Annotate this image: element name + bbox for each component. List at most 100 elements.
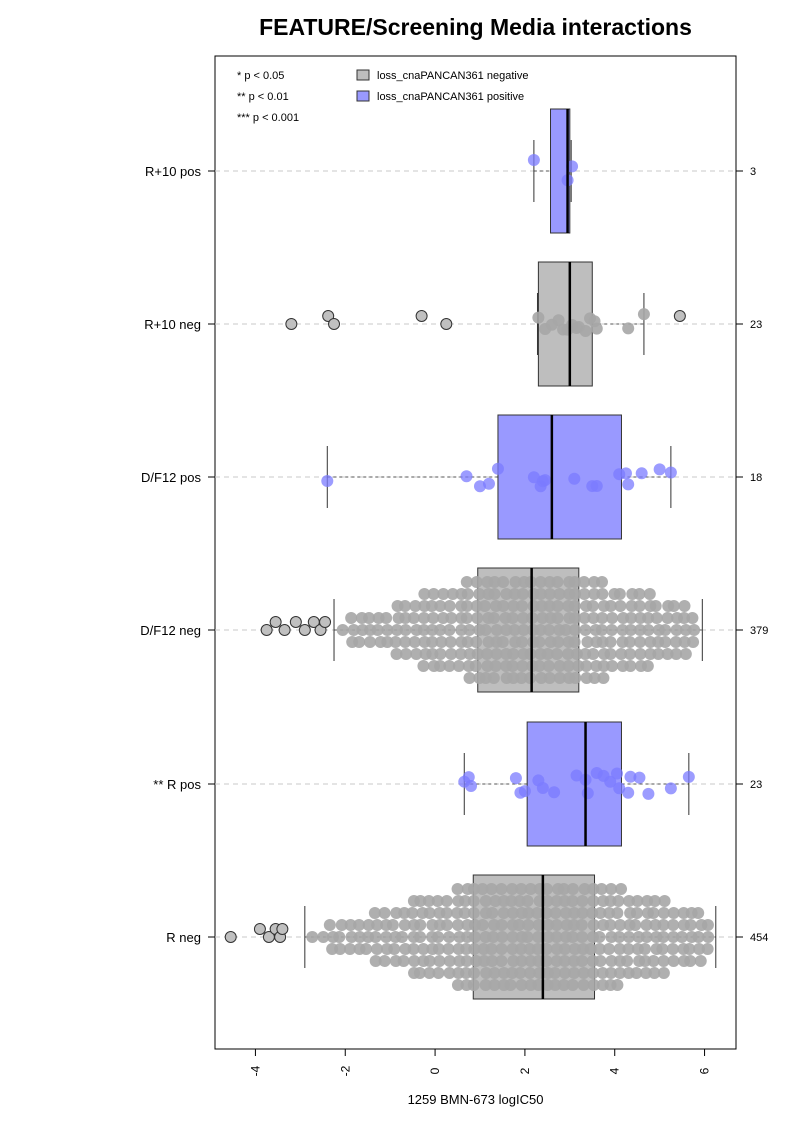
data-point [417,612,430,624]
data-point [368,907,381,919]
data-point [557,979,570,991]
data-point [473,588,486,600]
iqr-box [497,414,622,540]
data-point [461,636,474,648]
data-point [524,672,537,684]
x-tick-label: 4 [608,1067,622,1074]
data-point [650,612,663,624]
data-point [624,770,637,783]
data-point [336,624,349,636]
data-point [423,907,436,919]
data-point [490,648,503,660]
data-point [399,624,412,636]
data-point [667,955,680,967]
data-point [566,931,579,943]
data-point [553,672,566,684]
data-point [437,588,450,600]
data-point [487,612,500,624]
data-point [507,648,520,660]
data-point [605,955,618,967]
data-point [543,624,556,636]
data-point [596,967,609,979]
data-point [614,600,627,612]
data-point [517,624,530,636]
data-point [500,624,513,636]
data-point [506,943,519,955]
data-point [533,660,546,672]
data-point [506,660,519,672]
data-point [657,907,670,919]
data-point [570,769,583,782]
data-point [666,943,679,955]
group-count: 3 [750,166,756,178]
data-point [521,931,534,943]
data-point [548,786,561,799]
data-point [647,955,660,967]
data-point [451,979,464,991]
data-point [541,648,554,660]
data-point [629,919,642,931]
data-point [586,600,599,612]
data-point [687,636,700,648]
data-point [353,919,366,931]
data-point [684,955,697,967]
data-point [378,955,391,967]
data-point [664,782,677,795]
data-point [442,943,455,955]
data-point [649,600,662,612]
data-point [390,624,403,636]
data-point [624,648,637,660]
data-point [595,576,608,588]
data-point [527,154,540,167]
group-count: 379 [750,625,768,637]
data-point [536,782,549,795]
data-point [363,636,376,648]
data-point [683,943,696,955]
data-point [581,787,594,800]
data-point [652,648,665,660]
data-point [317,931,330,943]
legend-series-label: loss_cnaPANCAN361 positive [377,91,524,103]
data-point [488,979,501,991]
data-point [522,907,535,919]
data-point [543,672,556,684]
data-point [621,955,634,967]
x-tick-label: 0 [428,1067,442,1074]
legend-significance-label: ** p < 0.01 [237,91,289,103]
data-point [440,895,453,907]
data-point [414,919,427,931]
data-point [667,919,680,931]
data-point [558,943,571,955]
data-point [497,576,510,588]
data-point [407,612,420,624]
data-point [418,588,431,600]
data-point [657,919,670,931]
data-point [686,612,699,624]
data-point [496,636,509,648]
outlier-point [322,310,335,322]
group-count: 23 [750,319,762,331]
data-point [451,883,464,895]
data-point [531,943,544,955]
data-point [542,660,555,672]
data-point [630,907,643,919]
data-point [513,919,526,931]
data-point [692,931,705,943]
data-point [463,672,476,684]
data-point [551,600,564,612]
data-point [444,636,457,648]
data-point [559,907,572,919]
data-point [426,636,439,648]
data-point [587,895,600,907]
data-point [432,943,445,955]
data-point [413,967,426,979]
data-point [558,955,571,967]
data-point [701,919,714,931]
data-point [576,895,589,907]
data-point [434,600,447,612]
data-point [613,782,626,795]
data-point [688,624,701,636]
data-point [638,943,651,955]
data-point [478,600,491,612]
data-point [532,311,545,324]
